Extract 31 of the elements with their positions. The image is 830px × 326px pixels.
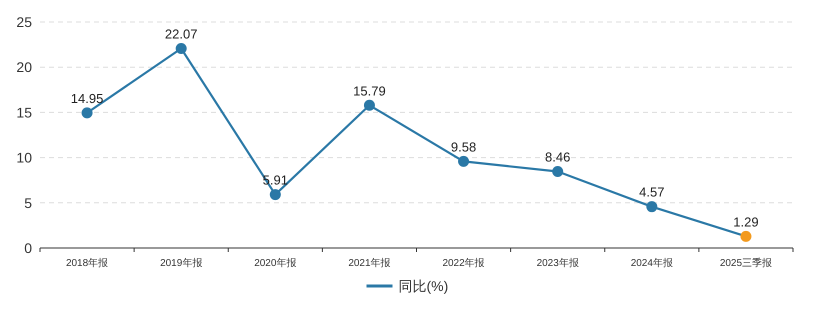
data-label: 14.95 [70, 90, 104, 106]
point [646, 201, 658, 212]
y-tick-label: 0 [24, 240, 32, 256]
x-tick-label: 2025三季报 [720, 257, 772, 269]
data-label: 1.29 [733, 214, 759, 230]
x-tick-label: 2024年报 [630, 257, 673, 269]
data-label: 15.79 [353, 83, 386, 98]
point [176, 42, 187, 54]
point [552, 166, 564, 178]
point [364, 100, 375, 111]
y-tick-label: 20 [16, 59, 32, 76]
y-tick-label: 10 [16, 150, 32, 166]
y-tick-label: 15 [16, 104, 32, 120]
y-tick-label: 25 [16, 14, 32, 30]
x-tick-label: 2021年报 [348, 257, 391, 269]
data-label: 8.46 [545, 150, 570, 165]
point [458, 156, 470, 167]
x-tick-label: 2023年报 [536, 257, 579, 269]
data-label: 22.07 [164, 26, 198, 42]
x-tick-label: 2018年报 [66, 257, 108, 269]
point [740, 230, 752, 242]
x-tick-label: 2020年报 [254, 257, 296, 269]
legend-label: 同比(%) [398, 278, 448, 294]
legend: 同比(%) [366, 278, 448, 294]
y-tick-label: 5 [24, 194, 32, 211]
x-tick-label: 2019年报 [160, 257, 202, 269]
data-label: 4.57 [639, 184, 664, 200]
data-label: 9.58 [450, 139, 476, 154]
x-tick-label: 2022年报 [442, 257, 485, 269]
point [82, 107, 93, 118]
point [270, 189, 281, 200]
